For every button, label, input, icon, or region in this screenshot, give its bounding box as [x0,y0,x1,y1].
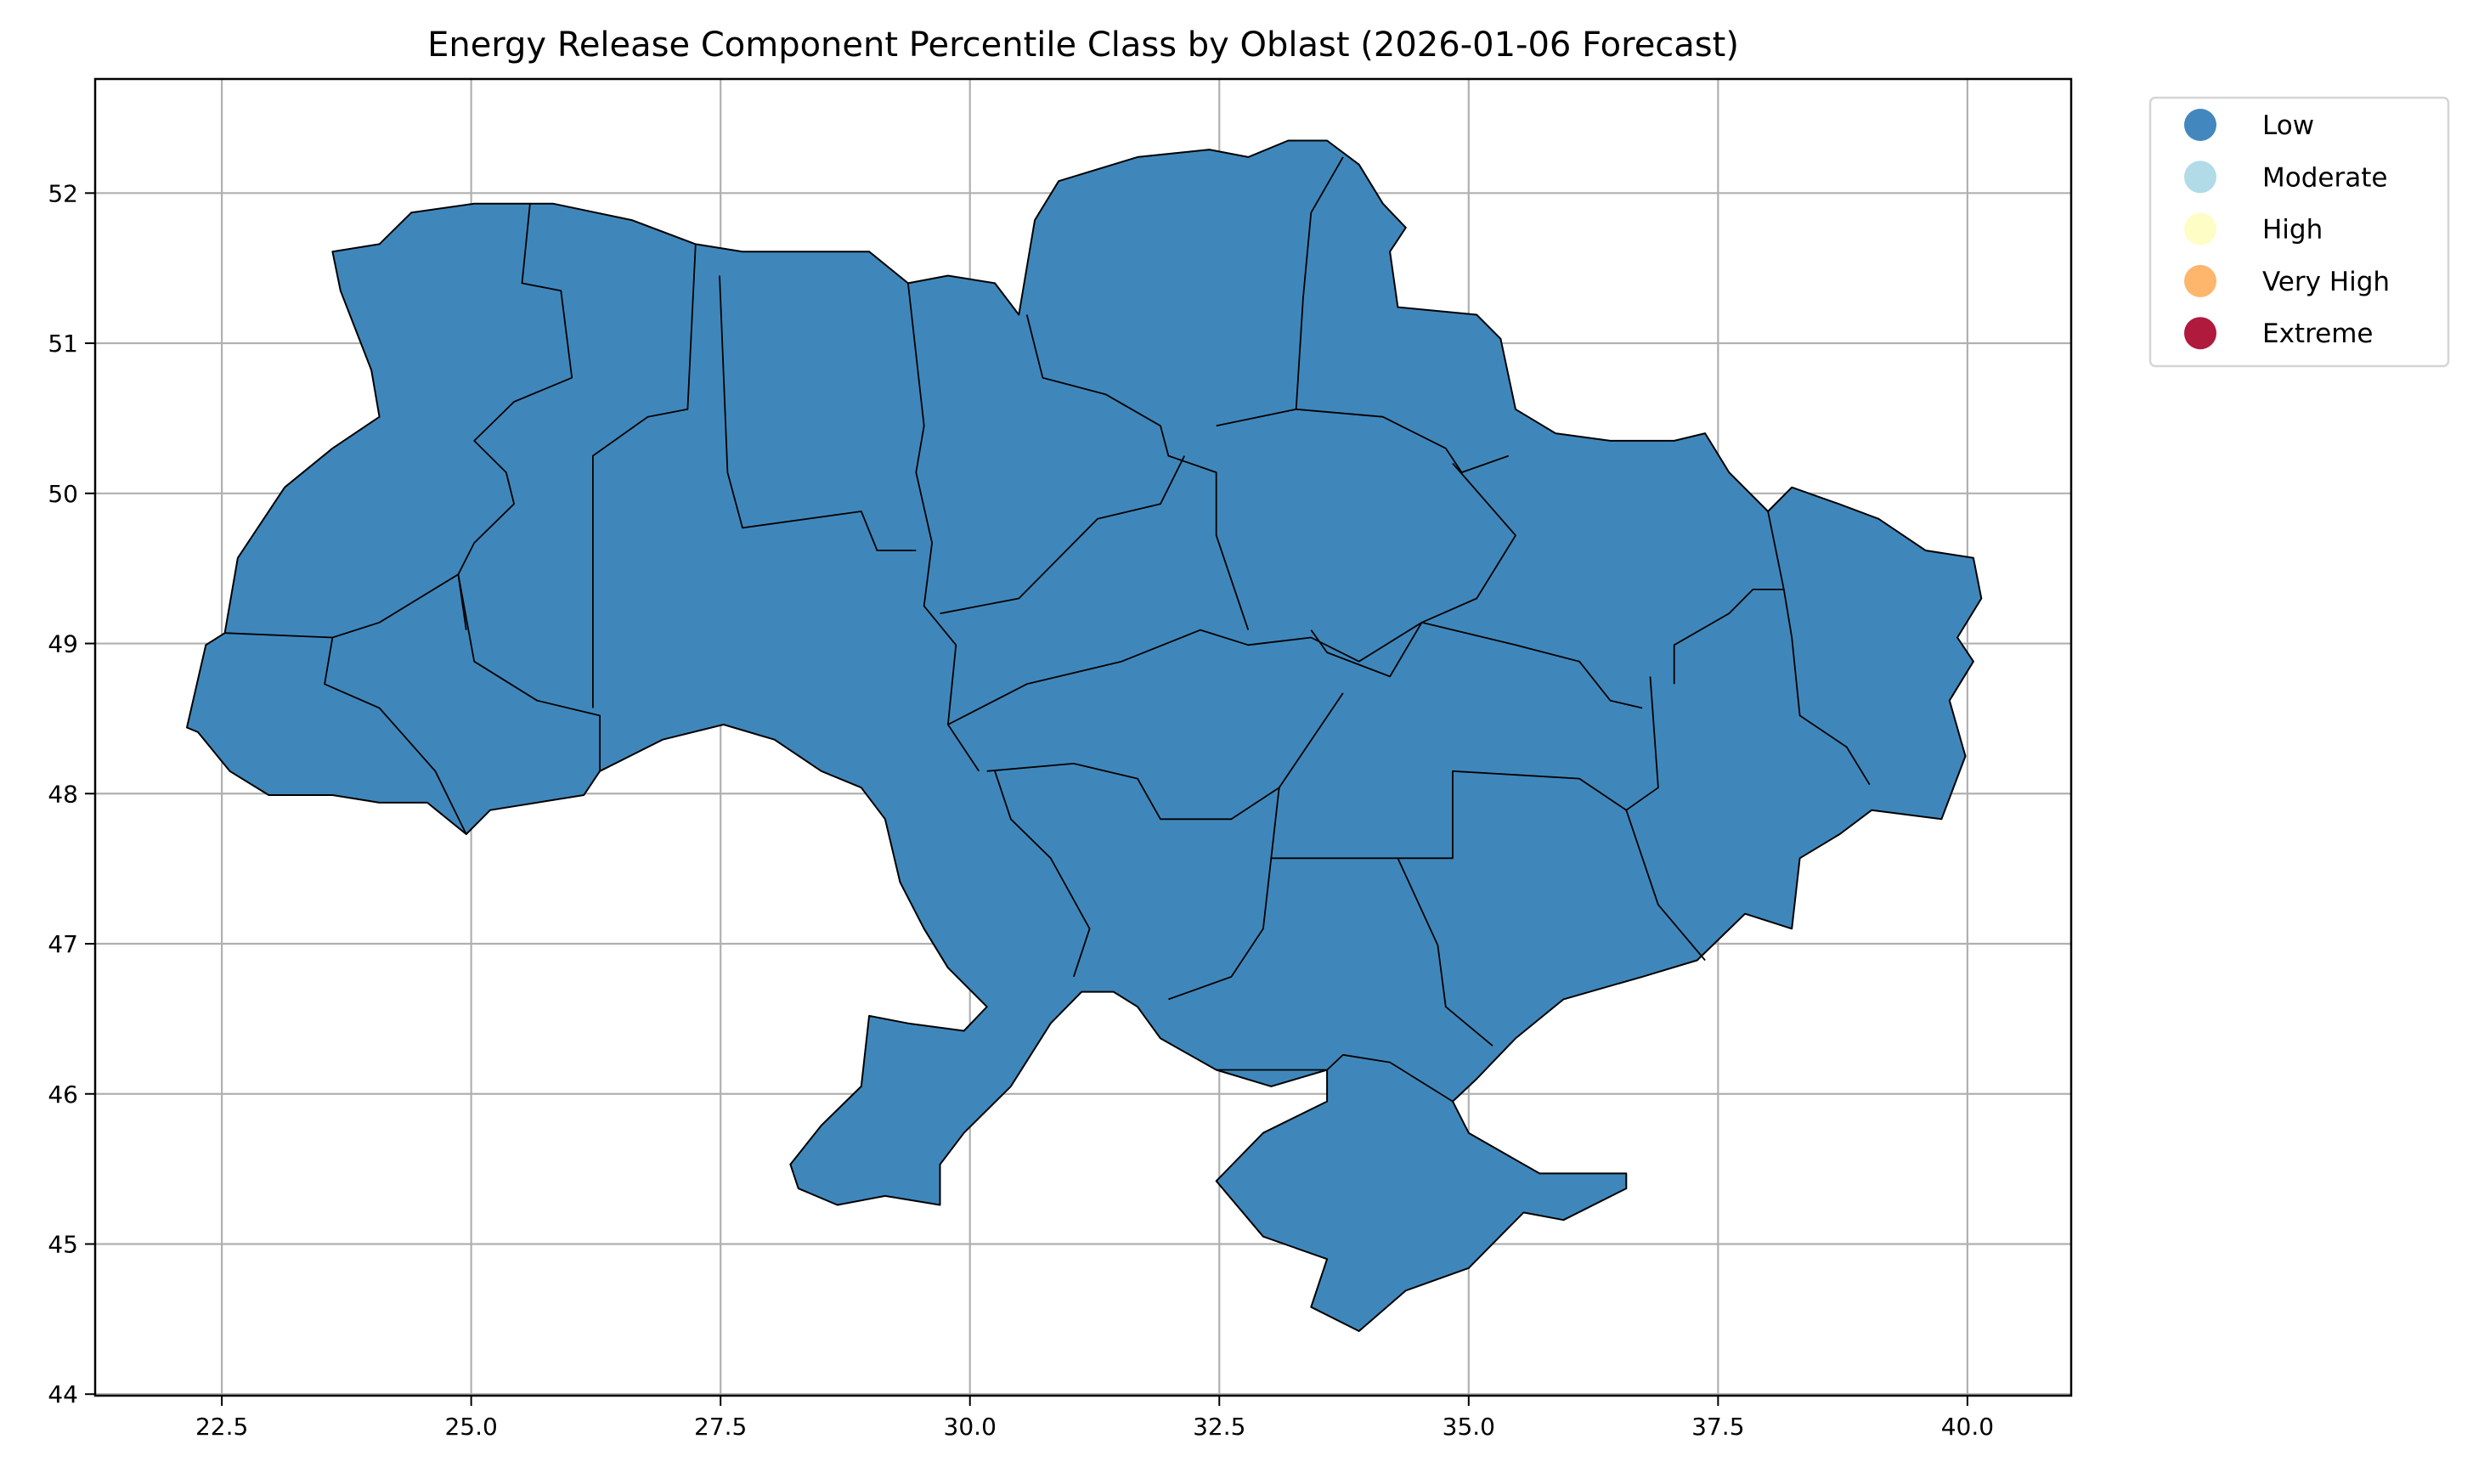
legend-marker-very-high [2184,264,2216,297]
oblast-border [1296,408,1510,473]
oblast-border [1673,511,1785,685]
oblast-border [907,283,980,772]
legend-box [2148,96,2450,368]
oblast-border [1216,1053,1454,1103]
x-tick-label: 30.0 [944,1413,997,1441]
oblast-border [1625,810,1706,962]
legend-label: Extreme [2262,319,2374,349]
y-tick-label: 45 [48,1230,78,1258]
oblast-border [1271,676,1659,860]
legend-marker-low [2184,109,2216,141]
oblast-border [592,244,697,708]
x-tick-label: 25.0 [444,1413,497,1441]
x-tick-label: 40.0 [1941,1413,1994,1441]
y-tick-label: 48 [48,780,78,808]
oblast-border [994,770,1091,978]
y-tick-label: 49 [48,630,78,658]
oblast-border [324,637,467,835]
oblast-border [457,203,573,630]
oblast-border [719,275,917,551]
plot-frame [93,77,2073,1397]
legend-marker-moderate [2184,161,2216,194]
y-tick-label: 47 [48,930,78,958]
x-tick-label: 22.5 [195,1413,248,1441]
oblast-border [1168,787,1280,1001]
x-tick-label: 27.5 [694,1413,747,1441]
chart-title: Energy Release Component Percentile Clas… [427,25,1739,65]
legend-marker-high [2184,212,2216,245]
axis-ticks: 22.5 25.0 27.5 30.0 32.5 35.0 37.5 40.0 44 45 46 47… [48,179,1994,1441]
oblast-border [1216,156,1344,427]
x-tick-label: 32.5 [1193,1413,1245,1441]
oblast-border [457,574,601,771]
y-tick-label: 50 [48,480,78,508]
y-tick-label: 44 [48,1380,78,1408]
x-tick-label: 35.0 [1443,1413,1495,1441]
legend-label: Moderate [2262,162,2387,193]
legend-label: High [2262,215,2323,245]
legend: Low Moderate High Very High Extreme [2148,96,2450,368]
legend-marker-extreme [2184,317,2216,350]
x-tick-label: 37.5 [1691,1413,1744,1441]
legend-label: Low [2262,110,2314,141]
y-tick-label: 52 [48,179,78,207]
y-tick-label: 46 [48,1081,78,1109]
oblast-border [1397,857,1493,1047]
oblast-border [947,621,1643,725]
map-regions [186,139,1983,1332]
country-region-fill [186,139,1983,1332]
oblast-border [1782,589,1871,786]
y-tick-label: 51 [48,330,78,358]
oblast-border [940,455,1186,615]
oblast-border [1025,314,1250,630]
legend-label: Very High [2262,267,2390,297]
oblast-border [224,573,459,639]
